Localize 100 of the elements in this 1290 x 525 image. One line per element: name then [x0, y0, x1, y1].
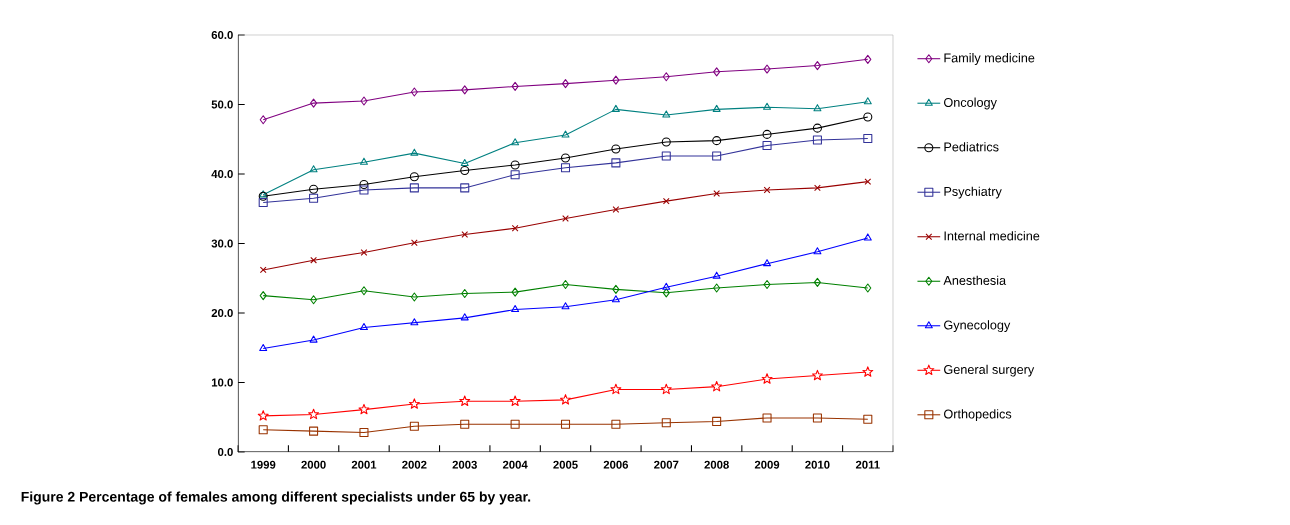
point	[662, 282, 671, 290]
point	[662, 72, 670, 82]
point	[864, 178, 872, 186]
point	[310, 295, 318, 305]
point	[813, 61, 821, 71]
point	[762, 140, 772, 151]
x-tick-label: 2009	[754, 460, 780, 469]
point	[408, 398, 420, 409]
point	[359, 323, 368, 331]
point	[812, 135, 822, 145]
point	[763, 259, 772, 267]
point	[713, 283, 721, 293]
point	[461, 288, 469, 299]
x-tick-label: 1999	[251, 460, 276, 469]
point	[711, 380, 723, 392]
x-tick-label: 2006	[603, 460, 629, 469]
x-tick-label: 2011	[855, 460, 880, 469]
point	[409, 421, 419, 431]
point	[409, 172, 419, 182]
point	[259, 266, 267, 274]
point	[360, 249, 368, 256]
point	[259, 343, 268, 351]
point	[560, 394, 571, 405]
point	[409, 183, 419, 193]
point	[510, 419, 520, 429]
point	[660, 383, 672, 395]
point	[359, 157, 368, 165]
point	[763, 279, 771, 290]
point	[662, 110, 671, 118]
point	[358, 403, 370, 415]
legend-label: Family medicine	[944, 53, 1035, 65]
point	[309, 165, 318, 173]
point	[611, 419, 621, 429]
point	[612, 284, 620, 294]
legend-label: Orthopedics	[944, 409, 1012, 422]
point	[812, 413, 822, 423]
point	[713, 190, 721, 197]
y-tick-label: 30.0	[211, 239, 233, 248]
legend-label: General surgery	[944, 364, 1035, 377]
point	[511, 224, 519, 232]
point	[360, 286, 368, 296]
point	[309, 426, 319, 436]
point	[511, 287, 519, 297]
point	[661, 418, 671, 428]
point	[258, 197, 268, 208]
point	[811, 369, 823, 381]
point	[460, 419, 470, 429]
point	[561, 130, 570, 138]
point	[814, 184, 821, 192]
point	[410, 87, 418, 97]
x-tick-label: 2000	[301, 460, 326, 469]
x-tick-label: 2010	[805, 460, 830, 469]
x-tick-label: 2005	[553, 460, 578, 469]
point	[309, 335, 318, 343]
point	[461, 85, 469, 95]
point	[510, 170, 520, 180]
point	[712, 136, 722, 146]
point	[460, 183, 470, 193]
point	[410, 239, 418, 247]
point	[611, 144, 621, 154]
point	[611, 158, 621, 168]
point	[511, 138, 520, 146]
point	[863, 414, 873, 424]
point	[310, 98, 318, 108]
point	[460, 159, 469, 167]
point	[509, 395, 521, 406]
point	[661, 137, 671, 147]
point	[813, 247, 822, 255]
point	[410, 148, 419, 156]
point	[763, 64, 771, 74]
point	[864, 283, 872, 293]
point	[461, 231, 469, 238]
y-tick-label: 10.0	[211, 378, 233, 387]
point	[813, 104, 822, 112]
point	[612, 206, 620, 213]
legend-label: Internal medicine	[944, 231, 1040, 241]
point	[259, 291, 267, 301]
text: Figure 2 Percentage of females among different specialists under 65 by year.	[21, 491, 531, 505]
point	[511, 304, 520, 313]
point	[761, 373, 773, 384]
point	[410, 318, 419, 326]
point	[762, 413, 772, 423]
x-tick-label: 2007	[654, 460, 679, 469]
point	[862, 366, 874, 377]
point	[610, 383, 622, 395]
point	[863, 112, 873, 122]
point	[560, 153, 571, 163]
point	[863, 233, 872, 241]
point	[359, 185, 369, 195]
point	[309, 193, 319, 203]
point	[510, 160, 520, 170]
point	[310, 256, 317, 264]
point	[863, 134, 873, 144]
point	[763, 102, 772, 110]
point	[561, 279, 570, 290]
point	[713, 67, 721, 77]
point	[511, 81, 519, 91]
point	[712, 104, 721, 112]
point	[864, 54, 872, 64]
point	[561, 302, 570, 310]
